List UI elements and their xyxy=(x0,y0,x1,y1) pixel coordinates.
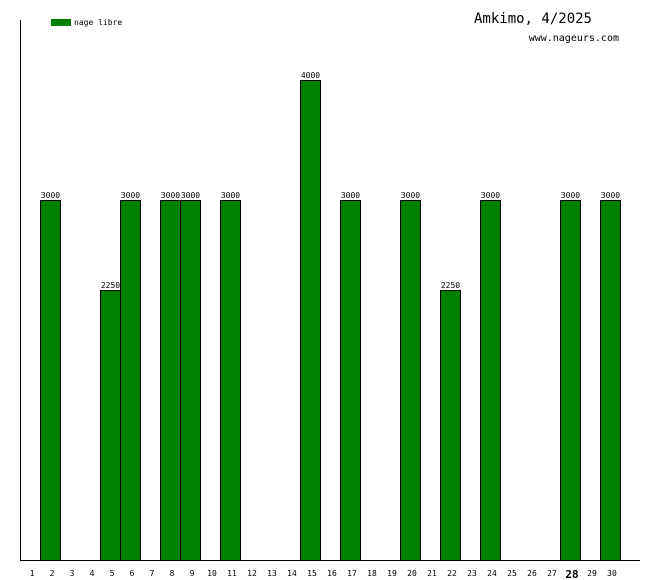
value-label-day-5: 2250 xyxy=(101,281,120,290)
x-tick-label-13: 13 xyxy=(267,569,277,578)
bar-day-17 xyxy=(340,200,361,561)
value-label-day-15: 4000 xyxy=(301,71,320,80)
x-tick-label-6: 6 xyxy=(130,569,135,578)
legend-label: nage libre xyxy=(74,18,122,27)
x-tick-label-17: 17 xyxy=(347,569,357,578)
x-tick-label-22: 22 xyxy=(447,569,457,578)
x-tick-label-1: 1 xyxy=(30,569,35,578)
x-tick-label-24: 24 xyxy=(487,569,497,578)
bar-day-6 xyxy=(120,200,141,561)
x-tick-label-10: 10 xyxy=(207,569,217,578)
x-tick-label-16: 16 xyxy=(327,569,337,578)
value-label-day-24: 3000 xyxy=(481,191,500,200)
value-label-day-20: 3000 xyxy=(401,191,420,200)
value-label-day-22: 2250 xyxy=(441,281,460,290)
bar-day-9 xyxy=(180,200,201,561)
bars-group xyxy=(40,80,621,561)
value-label-day-2: 3000 xyxy=(41,191,60,200)
x-tick-label-12: 12 xyxy=(247,569,257,578)
x-tick-label-19: 19 xyxy=(387,569,397,578)
x-tick-label-27: 27 xyxy=(547,569,557,578)
x-tick-labels-group: 1 2 3 4 5 6 7 8 9 10 11 12 13 14 15 16 17 18 19 20 21 22 23 24 2… xyxy=(30,568,617,580)
bar-day-2 xyxy=(40,200,61,561)
x-tick-label-29: 29 xyxy=(587,569,597,578)
bar-day-11 xyxy=(220,200,241,561)
bar-day-24 xyxy=(480,200,501,561)
value-label-day-30: 3000 xyxy=(601,191,620,200)
x-tick-label-26: 26 xyxy=(527,569,537,578)
x-tick-label-8: 8 xyxy=(170,569,175,578)
value-label-day-8: 3000 xyxy=(161,191,180,200)
x-tick-label-9: 9 xyxy=(190,569,195,578)
bar-day-28 xyxy=(560,200,581,561)
chart-title: Amkimo, 4/2025 xyxy=(474,11,592,27)
value-label-day-9: 3000 xyxy=(181,191,200,200)
value-label-day-17: 3000 xyxy=(341,191,360,200)
bar-day-20 xyxy=(400,200,421,561)
x-tick-label-15: 15 xyxy=(307,569,317,578)
x-tick-label-20: 20 xyxy=(407,569,417,578)
bar-day-30 xyxy=(600,200,621,561)
bar-day-15 xyxy=(300,80,321,561)
x-tick-label-21: 21 xyxy=(427,569,437,578)
x-tick-label-5: 5 xyxy=(110,569,115,578)
bar-day-5 xyxy=(100,290,121,561)
x-tick-label-23: 23 xyxy=(467,569,477,578)
legend-swatch xyxy=(51,19,71,26)
x-tick-label-18: 18 xyxy=(367,569,377,578)
x-tick-label-3: 3 xyxy=(70,569,75,578)
value-label-day-6: 3000 xyxy=(121,191,140,200)
x-tick-label-25: 25 xyxy=(507,569,517,578)
x-tick-label-4: 4 xyxy=(90,569,95,578)
value-label-day-11: 3000 xyxy=(221,191,240,200)
bar-day-8 xyxy=(160,200,181,561)
x-tick-label-30: 30 xyxy=(607,569,617,578)
x-tick-label-28: 28 xyxy=(565,568,578,580)
site-url: www.nageurs.com xyxy=(529,33,619,44)
bar-day-22 xyxy=(440,290,461,561)
value-label-day-28: 3000 xyxy=(561,191,580,200)
x-tick-label-14: 14 xyxy=(287,569,297,578)
x-tick-label-2: 2 xyxy=(50,569,55,578)
x-tick-label-11: 11 xyxy=(227,569,237,578)
x-tick-label-7: 7 xyxy=(150,569,155,578)
